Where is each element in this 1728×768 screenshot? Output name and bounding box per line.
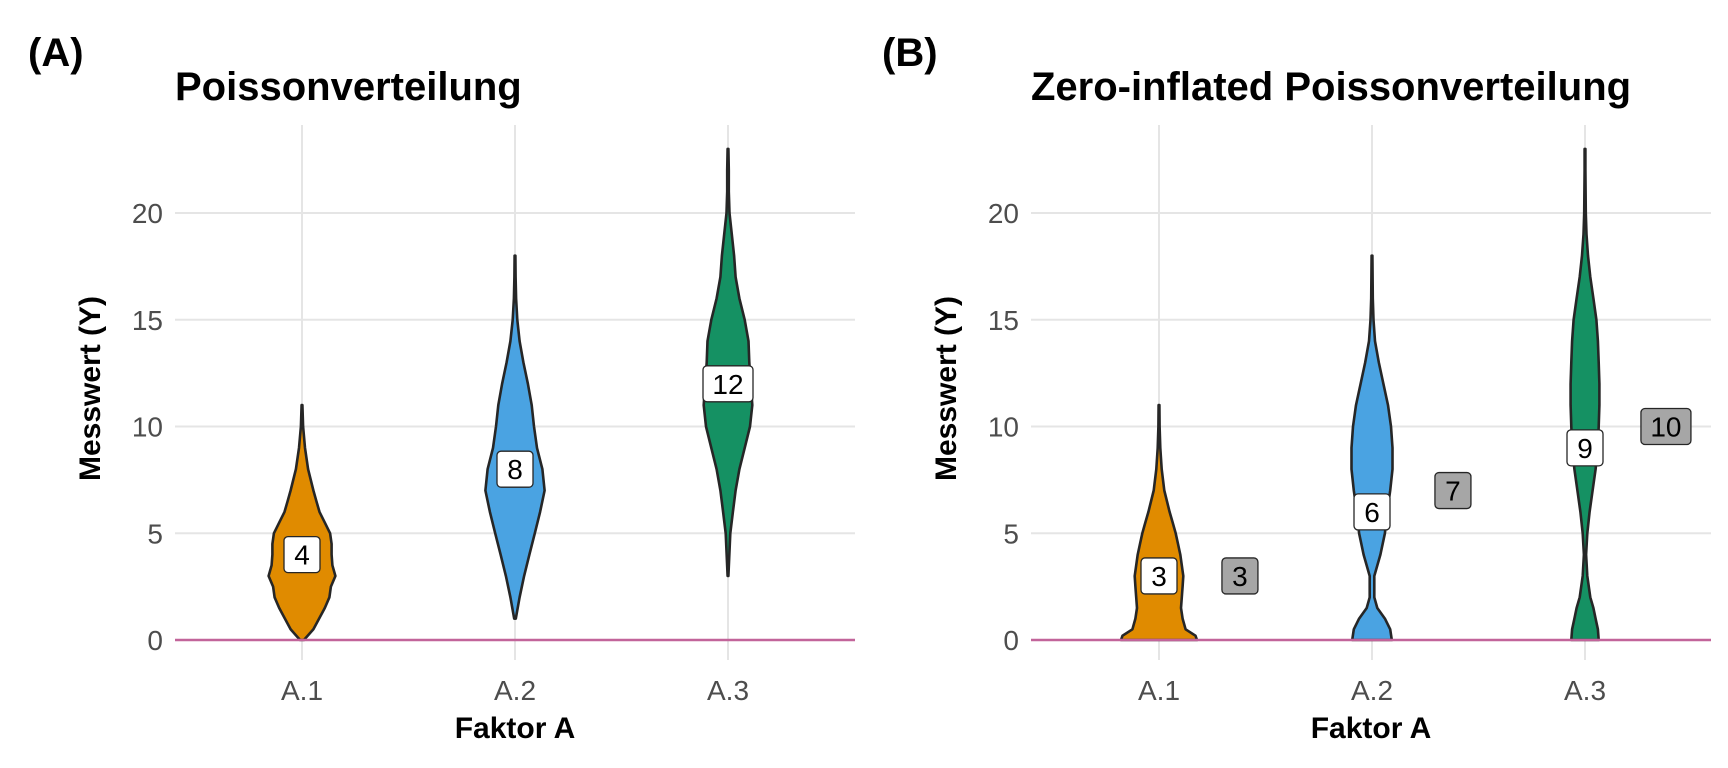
violin-a-1 (1119, 403, 1199, 642)
value-label: 3 (1221, 557, 1259, 595)
x-tick-label: A.2 (494, 675, 536, 706)
panel-a: (A) Poissonverteilung 0 5 10 15 20 4 8 12 A.1 A.2 A.… (28, 31, 855, 745)
violin-a-2 (484, 254, 546, 620)
value-label: 6 (1353, 493, 1391, 531)
violin-a-2 (1350, 254, 1394, 642)
value-label-box (1640, 407, 1692, 446)
x-tick-label: A.3 (707, 675, 749, 706)
value-label-box (702, 365, 754, 403)
violin-a-3 (1569, 147, 1601, 642)
y-tick-label: 10 (988, 412, 1019, 443)
y-axis-title: Messwert (Y) (930, 296, 963, 481)
panel-label: (B) (882, 31, 938, 75)
y-tick-label: 10 (132, 412, 163, 443)
value-label-text: 8 (507, 454, 523, 485)
y-tick-label: 20 (988, 198, 1019, 229)
chart-title: Poissonverteilung (175, 65, 522, 109)
value-label: 7 (1434, 471, 1472, 510)
value-label-text: 10 (1650, 412, 1681, 443)
value-label-box (283, 535, 321, 574)
value-label: 12 (702, 365, 754, 403)
y-tick-label: 15 (132, 305, 163, 336)
value-label: 4 (283, 535, 321, 574)
value-label-text: 7 (1445, 476, 1461, 507)
value-label-text: 3 (1151, 561, 1167, 592)
violin-a-3 (702, 147, 754, 578)
value-label-box (1140, 557, 1178, 595)
y-tick-label: 5 (147, 518, 163, 549)
value-label-text: 6 (1364, 497, 1380, 528)
x-axis-title: Faktor A (455, 712, 576, 745)
y-tick-label: 0 (147, 625, 163, 656)
value-label-box (1353, 493, 1391, 531)
chart-title: Zero-inflated Poissonverteilung (1031, 65, 1631, 109)
value-label-text: 3 (1232, 561, 1248, 592)
value-label-text: 4 (294, 540, 310, 571)
value-label: 9 (1566, 429, 1604, 467)
value-label-box (1566, 429, 1604, 467)
value-label-box (496, 450, 534, 488)
y-tick-label: 5 (1003, 518, 1019, 549)
x-tick-label: A.3 (1564, 675, 1606, 706)
value-label-box (1221, 557, 1259, 595)
value-label: 3 (1140, 557, 1178, 595)
y-tick-label: 20 (132, 198, 163, 229)
x-tick-label: A.2 (1351, 675, 1393, 706)
y-tick-label: 0 (1003, 625, 1019, 656)
value-label-text: 9 (1577, 433, 1593, 464)
value-label-box (1434, 471, 1472, 510)
y-tick-label: 15 (988, 305, 1019, 336)
value-label: 10 (1640, 407, 1692, 446)
value-label: 8 (496, 450, 534, 488)
x-tick-label: A.1 (281, 675, 323, 706)
panel-label: (A) (28, 31, 84, 75)
value-label-text: 12 (712, 369, 743, 400)
violin-a-1 (267, 403, 337, 642)
x-tick-label: A.1 (1138, 675, 1180, 706)
y-axis-title: Messwert (Y) (74, 296, 107, 481)
x-axis-title: Faktor A (1311, 712, 1432, 745)
panel-b: (B) Zero-inflated Poissonverteilung 0 5 10 15… (882, 31, 1711, 745)
